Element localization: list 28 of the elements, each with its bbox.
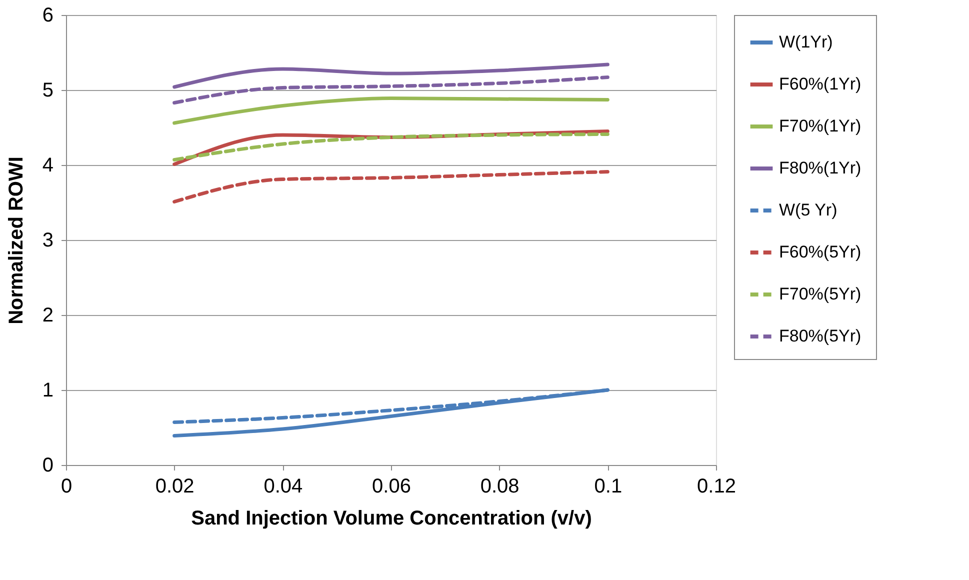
y-tick-label: 3 bbox=[42, 230, 54, 252]
x-tick-label: 0.1 bbox=[594, 476, 622, 498]
legend-label: W(1Yr) bbox=[779, 32, 833, 52]
y-axis-title: Normalized ROWI bbox=[5, 156, 28, 324]
legend-label: F70%(5Yr) bbox=[779, 284, 862, 304]
x-tick-label: 0.06 bbox=[372, 476, 411, 498]
x-tick-label: 0.02 bbox=[155, 476, 194, 498]
line-series bbox=[172, 62, 610, 89]
x-tick-label: 0.08 bbox=[480, 476, 520, 498]
legend-label: F80%(5Yr) bbox=[779, 326, 862, 346]
y-tick-label: 2 bbox=[42, 304, 54, 326]
legend-label: F70%(1Yr) bbox=[779, 116, 862, 136]
legend-label: F60%(5Yr) bbox=[779, 242, 862, 262]
y-tick-label: 0 bbox=[42, 454, 54, 476]
y-tick-label: 1 bbox=[42, 380, 54, 402]
x-axis-title: Sand Injection Volume Concentration (v/v) bbox=[191, 508, 592, 530]
x-tick-label: 0.04 bbox=[264, 476, 303, 498]
x-tick-label: 0 bbox=[60, 476, 72, 498]
legend-label: F80%(1Yr) bbox=[779, 158, 862, 178]
y-tick-label: 5 bbox=[42, 80, 54, 102]
line-series bbox=[172, 170, 610, 204]
y-tick-label: 6 bbox=[42, 4, 54, 26]
line-series bbox=[172, 96, 610, 125]
legend-label: F60%(1Yr) bbox=[779, 74, 862, 94]
x-tick-label: 0.12 bbox=[697, 476, 736, 498]
line-series bbox=[172, 76, 610, 104]
legend-label: W(5 Yr) bbox=[779, 200, 838, 220]
y-tick-label: 4 bbox=[42, 154, 54, 176]
